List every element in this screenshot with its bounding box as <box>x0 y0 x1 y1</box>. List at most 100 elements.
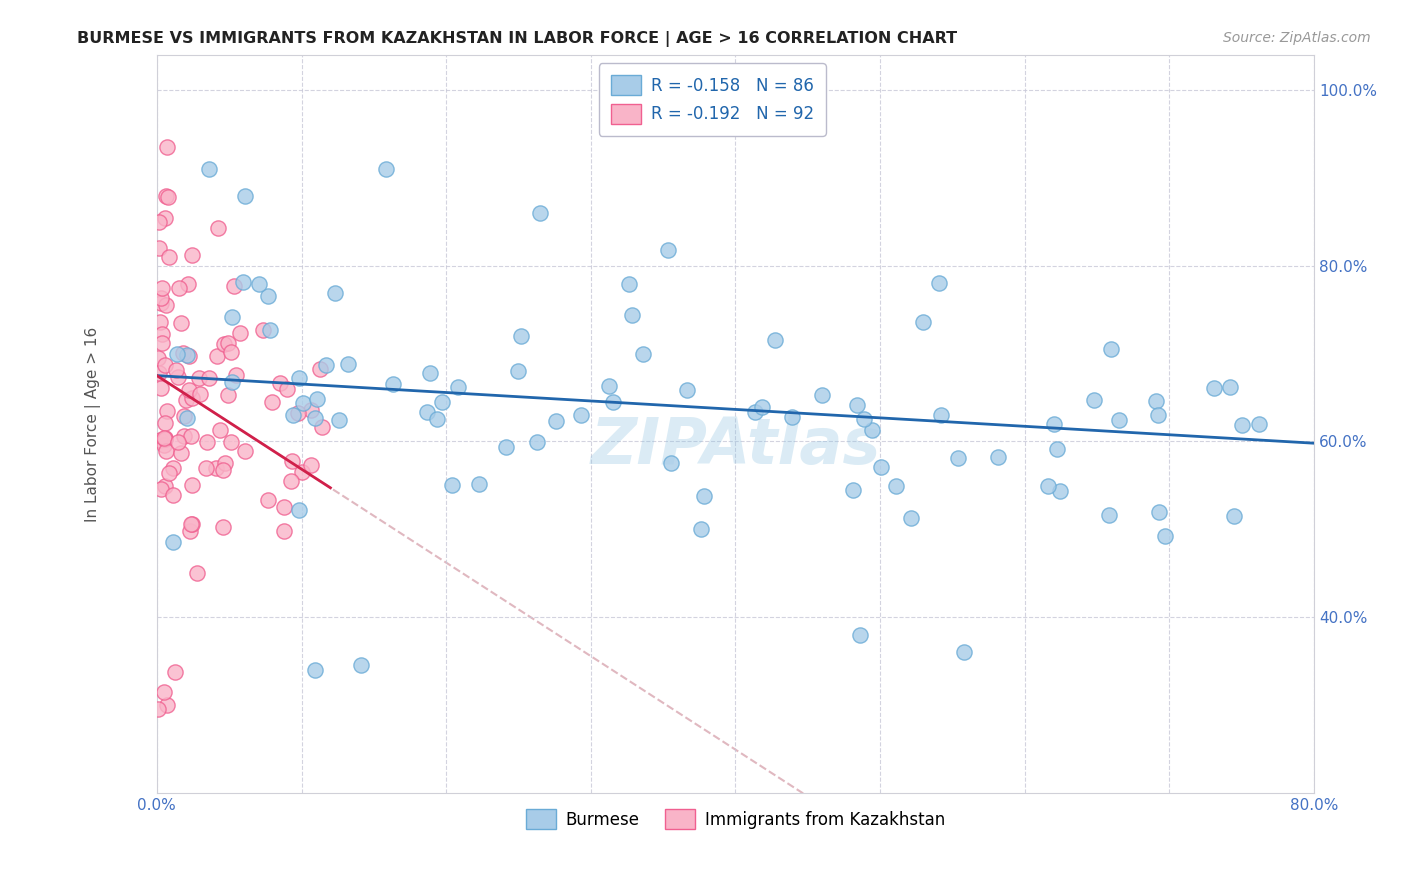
Point <box>153 211 176 225</box>
Point <box>281 454 304 468</box>
Point <box>256 289 278 303</box>
Point <box>1083 393 1105 408</box>
Text: BURMESE VS IMMIGRANTS FROM KAZAKHSTAN IN LABOR FORCE | AGE > 16 CORRELATION CHAR: BURMESE VS IMMIGRANTS FROM KAZAKHSTAN IN… <box>77 31 957 47</box>
Point <box>1046 442 1069 456</box>
Point <box>153 437 176 451</box>
Point <box>430 395 453 409</box>
Point <box>1153 529 1175 543</box>
Point <box>620 308 643 322</box>
Point <box>219 345 242 359</box>
Point <box>304 663 326 677</box>
Point <box>225 368 247 383</box>
Point <box>179 524 201 538</box>
Point <box>149 296 172 310</box>
Point <box>217 335 239 350</box>
Point <box>426 411 449 425</box>
Point <box>301 403 323 417</box>
Point <box>631 347 654 361</box>
Point <box>845 399 868 413</box>
Point <box>221 310 243 324</box>
Point <box>148 366 170 380</box>
Point <box>1144 394 1167 409</box>
Point <box>1223 509 1246 524</box>
Point <box>510 328 533 343</box>
Point <box>212 520 235 534</box>
Point <box>162 488 184 502</box>
Point <box>269 376 291 390</box>
Point <box>276 382 298 396</box>
Point <box>172 346 194 360</box>
Point <box>205 350 228 364</box>
Point <box>153 432 176 446</box>
Point <box>198 162 221 177</box>
Point <box>912 315 935 329</box>
Point <box>569 408 592 422</box>
Point <box>468 476 491 491</box>
Point <box>167 281 190 295</box>
Point <box>419 366 441 380</box>
Point <box>177 277 200 292</box>
Point <box>495 440 517 454</box>
Point <box>153 684 176 698</box>
Point <box>153 431 176 445</box>
Point <box>259 323 281 337</box>
Point <box>157 467 180 481</box>
Point <box>305 392 328 406</box>
Point <box>280 475 302 489</box>
Point <box>148 215 170 229</box>
Point <box>415 405 437 419</box>
Point <box>281 409 304 423</box>
Point <box>153 479 176 493</box>
Point <box>167 434 190 449</box>
Point <box>176 411 198 425</box>
Point <box>544 414 567 428</box>
Point <box>149 381 172 395</box>
Y-axis label: In Labor Force | Age > 16: In Labor Force | Age > 16 <box>86 326 101 522</box>
Point <box>204 461 226 475</box>
Point <box>690 522 713 536</box>
Point <box>292 396 315 410</box>
Point <box>222 279 245 293</box>
Point <box>181 391 204 405</box>
Point <box>1249 417 1271 431</box>
Point <box>156 404 179 418</box>
Point <box>929 408 952 422</box>
Point <box>173 409 195 423</box>
Point <box>323 285 346 300</box>
Point <box>1036 479 1059 493</box>
Point <box>1099 342 1122 356</box>
Point <box>148 702 170 716</box>
Point <box>1049 483 1071 498</box>
Point <box>180 516 202 531</box>
Point <box>219 434 242 449</box>
Point <box>810 388 832 402</box>
Point <box>273 524 295 538</box>
Point <box>1204 381 1226 395</box>
Point <box>328 413 350 427</box>
Point <box>744 405 766 419</box>
Point <box>166 370 188 384</box>
Point <box>221 376 243 390</box>
Point <box>194 461 217 475</box>
Point <box>150 327 173 342</box>
Point <box>529 206 551 220</box>
Point <box>181 477 204 491</box>
Point <box>900 510 922 524</box>
Point <box>1147 409 1170 423</box>
Point <box>233 443 256 458</box>
Point <box>617 277 640 291</box>
Point <box>659 456 682 470</box>
Point <box>447 380 470 394</box>
Point <box>311 420 333 434</box>
Point <box>162 460 184 475</box>
Point <box>153 416 176 430</box>
Point <box>190 386 212 401</box>
Point <box>179 349 201 363</box>
Point <box>180 516 202 531</box>
Legend: Burmese, Immigrants from Kazakhstan: Burmese, Immigrants from Kazakhstan <box>519 802 952 836</box>
Point <box>247 277 270 292</box>
Point <box>155 443 177 458</box>
Point <box>180 248 202 262</box>
Point <box>214 456 236 470</box>
Point <box>1219 380 1241 394</box>
